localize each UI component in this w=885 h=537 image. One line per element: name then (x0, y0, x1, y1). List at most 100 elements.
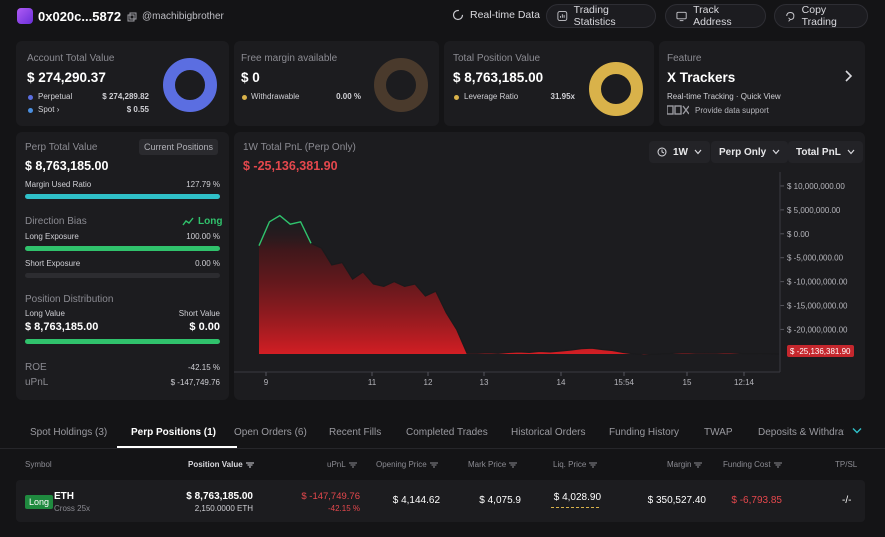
copy-trading-label: Copy Trading (801, 4, 837, 28)
scope-select[interactable]: Perp Only (711, 141, 789, 163)
tab-completed-trades[interactable]: Completed Trades (406, 427, 488, 438)
row-mark-price: $ 4,075.9 (479, 495, 521, 506)
margin-used-value: 127.79 % (186, 180, 220, 189)
y-tick-label: $ -15,000,000.00 (787, 302, 848, 311)
chevron-right-icon[interactable] (843, 69, 853, 83)
feature-card[interactable]: Feature X Trackers Real-time Tracking · … (659, 41, 865, 126)
margin-used-fill (25, 194, 220, 199)
trading-statistics-button[interactable]: Trading Statistics (546, 4, 656, 28)
chevron-down-icon (694, 149, 702, 155)
pnl-chart-panel: 1W Total PnL (Perp Only) $ -25,136,381.9… (234, 132, 865, 400)
x-tick-label: 14 (557, 378, 566, 387)
trend-up-icon (182, 217, 194, 226)
donut-leverage-ring (589, 62, 643, 116)
upnl-label: uPnL (25, 377, 49, 388)
tab-funding-history[interactable]: Funding History (609, 427, 680, 438)
tab-deposits-withdraw[interactable]: Deposits & Withdraw (758, 427, 844, 438)
row-liq-price: $ 4,028.90 (553, 492, 601, 503)
current-positions-button[interactable]: Current Positions (139, 139, 219, 155)
table-row[interactable]: Long ETH Cross 25x $ 8,763,185.00 2,150.… (16, 480, 865, 522)
tabs-row: Spot Holdings (3) Perp Positions (1) Open … (16, 417, 865, 449)
col-funding-cost[interactable]: Funding Cost (723, 460, 782, 469)
pnl-area-fill (259, 215, 779, 355)
scope-label: Perp Only (719, 146, 767, 158)
trading-statistics-label: Trading Statistics (573, 4, 616, 28)
free-margin-title: Free margin available (241, 53, 338, 64)
account-total-title: Account Total Value (27, 53, 115, 64)
col-margin[interactable]: Margin (667, 460, 703, 469)
sort-icon (694, 462, 703, 467)
leverage-label: Leverage Ratio (464, 92, 519, 101)
positions-tabbar: Spot Holdings (3) Perp Positions (1) Open … (16, 417, 865, 449)
chart-title: 1W Total PnL (Perp Only) (243, 142, 356, 153)
wallet-address: 0x020c...5872 (38, 9, 122, 24)
x-tick-label: 13 (480, 378, 489, 387)
tab-twap[interactable]: TWAP (704, 427, 733, 438)
col-liq-price-label: Liq. Price (553, 460, 587, 469)
col-position-value[interactable]: Position Value (188, 460, 254, 469)
col-symbol: Symbol (25, 460, 52, 469)
x-tick-label: 15 (683, 378, 692, 387)
row-tpsl[interactable]: -/- (842, 495, 852, 506)
top-header: 0x020c...5872 @machibigbrother Real-time… (0, 0, 885, 34)
row-upnl-pct: -42.15 % (327, 504, 360, 513)
copy-trading-button[interactable]: Copy Trading (774, 4, 868, 28)
metric-label: Total PnL (796, 146, 841, 158)
spot-value: $ 0.55 (126, 105, 149, 114)
track-address-button[interactable]: Track Address (665, 4, 766, 28)
col-opening-price[interactable]: Opening Price (376, 460, 438, 469)
spot-link[interactable]: Spot › (38, 105, 60, 114)
row-upnl: $ -147,749.76 (301, 491, 360, 502)
free-margin-card: Free margin available $ 0 Withdrawable 0… (234, 41, 439, 126)
spot-legend-dot (28, 108, 33, 113)
tabs-chevron-down-icon[interactable] (852, 427, 862, 435)
col-mark-price-label: Mark Price (468, 460, 507, 469)
tab-perp-positions-1[interactable]: Perp Positions (1) (131, 427, 217, 438)
long-value-label: Long Value (25, 309, 65, 318)
position-value-amount: $ 8,763,185.00 (453, 70, 544, 85)
direction-bias-value: Long (198, 216, 223, 227)
upnl-value: $ -147,749.76 (170, 378, 220, 387)
x-tick-label: 15:54 (614, 378, 635, 387)
sort-icon (773, 462, 782, 467)
pnl-line-negative (258, 214, 780, 356)
col-mark-price[interactable]: Mark Price (468, 460, 518, 469)
row-leverage: Cross 25x (54, 504, 91, 513)
perpetual-label: Perpetual (38, 92, 73, 101)
tab-historical-orders[interactable]: Historical Orders (511, 427, 586, 438)
sort-icon (509, 462, 518, 467)
col-tpsl: TP/SL (835, 460, 857, 469)
x-tick-label: 12:14 (734, 378, 755, 387)
y-tick-label: $ -20,000,000.00 (787, 325, 848, 334)
margin-used-bar (25, 194, 220, 199)
feature-title: Feature (667, 53, 702, 64)
feature-subtitle: Real-time Tracking · Quick View (667, 92, 781, 101)
realtime-data-button[interactable]: Real-time Data (452, 9, 540, 21)
row-coin[interactable]: ETH (54, 491, 74, 502)
username: @machibigbrother (142, 11, 224, 22)
roe-label: ROE (25, 362, 47, 373)
sort-icon (245, 462, 254, 467)
y-tick-label: $ -5,000,000.00 (787, 254, 844, 263)
realtime-data-label: Real-time Data (470, 9, 541, 21)
period-select[interactable]: 1W (649, 141, 710, 163)
col-liq-price[interactable]: Liq. Price (553, 460, 598, 469)
withdrawable-value: 0.00 % (336, 92, 361, 101)
tab-spot-holdings-3[interactable]: Spot Holdings (3) (30, 427, 108, 438)
tab-open-orders-6[interactable]: Open Orders (6) (234, 427, 307, 438)
copy-icon[interactable] (127, 12, 137, 22)
side-badge: Long (25, 495, 54, 509)
provider-logo-icon (667, 105, 689, 115)
row-opening-price: $ 4,144.62 (392, 495, 440, 506)
tab-recent-fills[interactable]: Recent Fills (329, 427, 382, 438)
donut-empty-ring (374, 58, 428, 112)
perpetual-value: $ 274,289.82 (102, 92, 149, 101)
withdrawable-legend-dot (242, 95, 247, 100)
col-upnl[interactable]: uPnL (327, 460, 357, 469)
long-exposure-fill (25, 246, 220, 251)
direction-bias-label: Direction Bias (25, 216, 87, 227)
monitor-icon (676, 11, 687, 22)
metric-select[interactable]: Total PnL (788, 141, 863, 163)
free-margin-value: $ 0 (241, 70, 260, 85)
row-margin: $ 350,527.40 (647, 495, 706, 506)
